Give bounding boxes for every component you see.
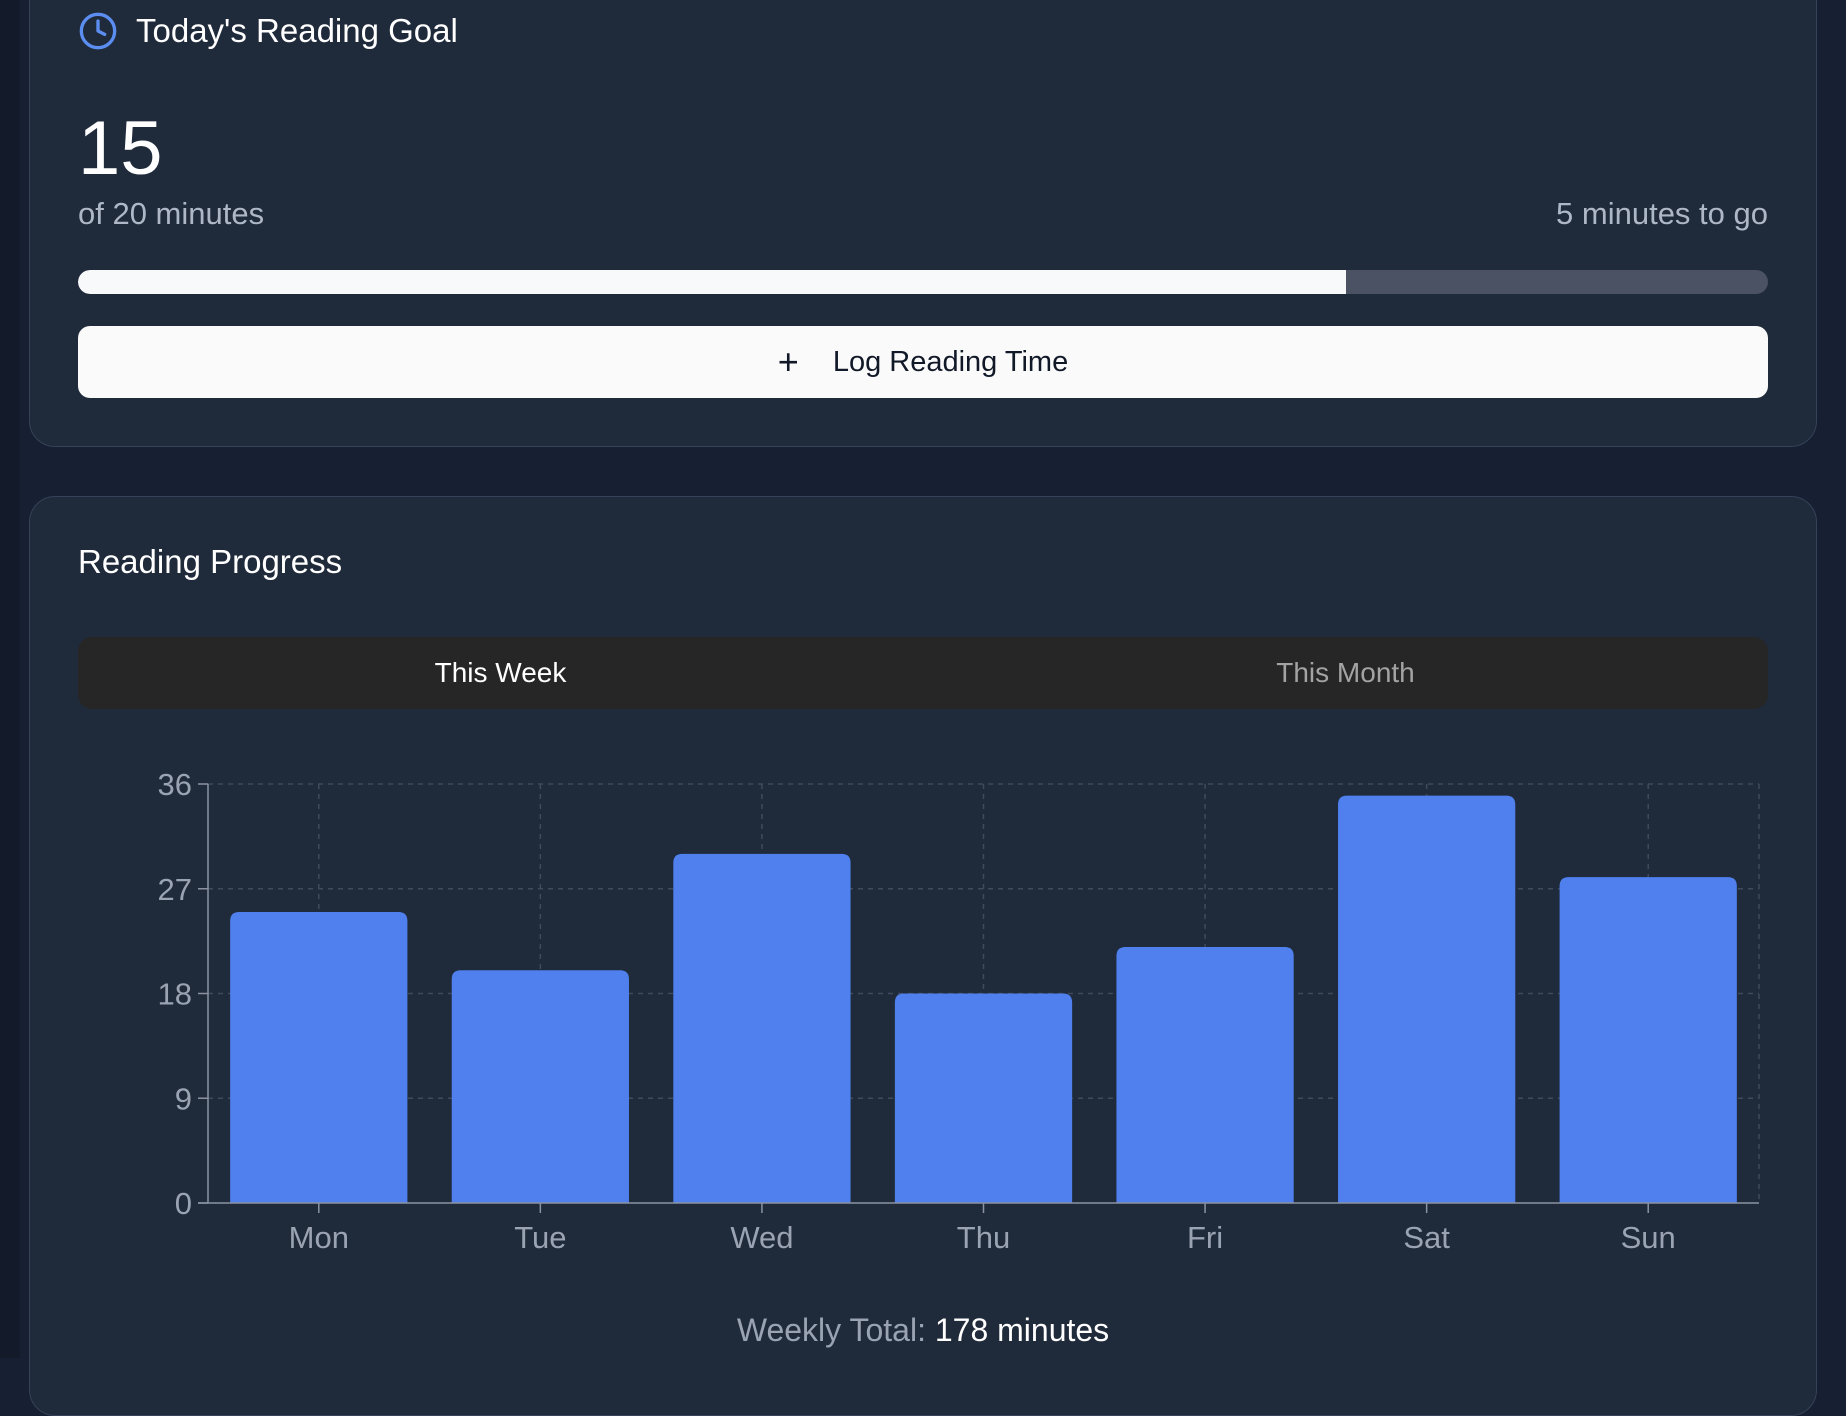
- remaining-text: 5 minutes to go: [1556, 196, 1768, 231]
- log-reading-time-button[interactable]: + Log Reading Time: [78, 326, 1768, 398]
- x-tick-label: Sat: [1403, 1220, 1450, 1255]
- x-tick-label: Fri: [1187, 1220, 1223, 1255]
- bar-wed: [673, 853, 851, 1203]
- minutes-read: 15: [78, 106, 163, 191]
- goal-header: Today's Reading Goal: [78, 11, 458, 51]
- bar-tue: [451, 970, 629, 1203]
- section-title: Reading Progress: [78, 543, 343, 580]
- weekly-total-value: 178 minutes: [934, 1312, 1110, 1348]
- bar-sun: [1559, 877, 1737, 1203]
- tab-this-week[interactable]: This Week: [434, 657, 567, 688]
- period-tabs: This Week This Month: [78, 637, 1768, 709]
- weekly-bar-chart: 0 9 18 27 36 Mon Tue Wed Thu Fri Sat Sun: [158, 767, 1760, 1255]
- y-tick-label: 9: [175, 1081, 192, 1116]
- bar-sat: [1338, 795, 1516, 1203]
- goal-progress-fill: [78, 270, 1346, 294]
- plus-icon: +: [777, 341, 799, 382]
- bar-mon: [230, 912, 408, 1203]
- y-tick-label: 27: [158, 872, 192, 907]
- x-tick-label: Mon: [289, 1220, 349, 1255]
- y-tick-label: 0: [175, 1186, 192, 1221]
- y-tick-label: 18: [158, 977, 192, 1012]
- x-tick-label: Thu: [957, 1220, 1010, 1255]
- clock-icon: [79, 12, 117, 50]
- tab-this-month[interactable]: This Month: [1276, 657, 1415, 688]
- log-button-label: Log Reading Time: [832, 345, 1069, 378]
- x-tick-label: Wed: [730, 1220, 793, 1255]
- y-tick-label: 36: [158, 767, 192, 802]
- weekly-total: Weekly Total: 178 minutes: [30, 1312, 1816, 1349]
- bar-thu: [894, 993, 1073, 1203]
- x-tick-label: Sun: [1621, 1220, 1676, 1255]
- x-tick-label: Tue: [514, 1220, 566, 1255]
- goal-title: Today's Reading Goal: [136, 12, 458, 49]
- goal-target-text: of 20 minutes: [78, 196, 265, 231]
- weekly-total-label: Weekly Total:: [736, 1312, 926, 1348]
- bar-fri: [1116, 946, 1294, 1203]
- reading-progress-card: Reading Progress This Week This Month 0 9…: [29, 496, 1817, 1416]
- goal-progress-bar: [78, 270, 1768, 294]
- reading-goal-card: Today's Reading Goal 15 of 20 minutes 5 …: [29, 0, 1817, 447]
- left-edge: [0, 0, 20, 1358]
